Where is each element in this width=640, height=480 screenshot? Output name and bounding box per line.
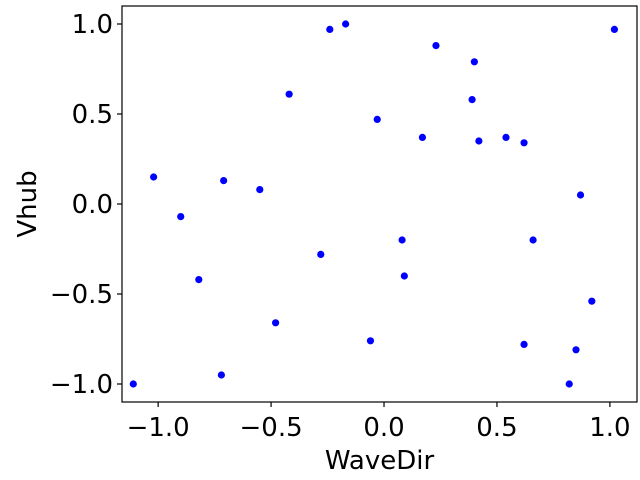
x-tick-label: 0.5: [476, 413, 517, 443]
data-point: [475, 137, 483, 145]
x-tick-label: −1.0: [127, 413, 190, 443]
data-point: [418, 133, 427, 141]
data-point: [502, 133, 510, 141]
data-point: [342, 20, 350, 28]
x-tick-label: 1.0: [589, 413, 630, 443]
data-point: [271, 319, 280, 327]
y-tick-label: −0.5: [50, 280, 113, 310]
data-point: [520, 340, 528, 348]
data-point: [468, 96, 476, 104]
y-axis-label: Vhub: [13, 170, 43, 237]
y-tick-label: 0.5: [72, 100, 113, 130]
data-point: [285, 90, 293, 98]
data-point: [177, 213, 185, 221]
data-point: [432, 42, 440, 50]
data-point: [366, 337, 375, 345]
data-point: [398, 236, 406, 244]
data-point: [150, 173, 158, 181]
data-point: [529, 236, 537, 244]
data-points: [129, 20, 619, 388]
data-point: [610, 25, 619, 33]
data-point: [400, 272, 408, 280]
data-point: [572, 346, 580, 354]
y-tick-label: −1.0: [50, 370, 113, 400]
x-tick-label: −0.5: [240, 413, 303, 443]
data-point: [470, 58, 478, 66]
x-tick-label: 0.0: [363, 413, 404, 443]
data-point: [373, 115, 381, 123]
data-point: [520, 139, 528, 147]
data-point: [217, 371, 225, 379]
plot-frame: [121, 5, 638, 403]
data-point: [195, 276, 203, 284]
data-point: [256, 186, 264, 194]
data-point: [565, 380, 573, 388]
data-point: [326, 25, 334, 33]
data-point: [588, 297, 596, 305]
data-point: [129, 380, 137, 388]
data-point: [317, 250, 325, 258]
data-point: [220, 177, 228, 185]
x-axis-label: WaveDir: [325, 446, 435, 476]
axis-ticks: −1.0 −0.5 0.0 0.5 1.0 −1.0 −0.5 0.0 0.5 1.0: [50, 10, 631, 443]
y-tick-label: 1.0: [72, 10, 113, 40]
data-point: [576, 191, 585, 199]
y-tick-label: 0.0: [72, 190, 113, 220]
